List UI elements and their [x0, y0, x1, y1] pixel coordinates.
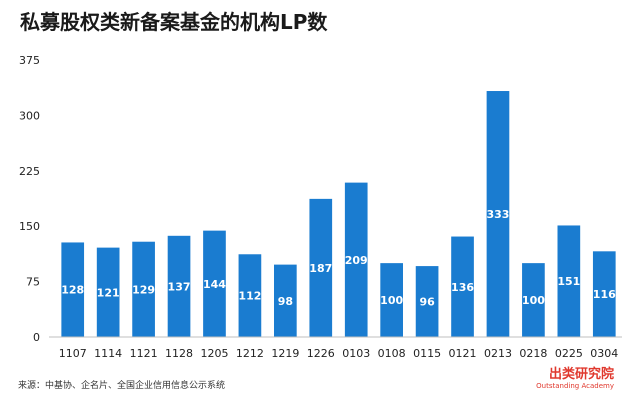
bar-value-label: 136: [451, 281, 474, 294]
bar: [132, 241, 155, 337]
x-tick-label: 0121: [449, 347, 477, 360]
bar: [344, 182, 368, 337]
bar: [486, 91, 510, 337]
bar: [522, 263, 545, 337]
bar: [238, 254, 262, 337]
bar-value-label: 137: [168, 280, 191, 293]
source-note: 来源：中基协、企名片、全国企业信用信息公示系统: [18, 381, 226, 391]
brand-logo: 出类研究院 Outstanding Academy: [536, 368, 614, 391]
bar-value-label: 128: [61, 284, 84, 297]
bar-value-label: 100: [522, 294, 545, 307]
bar-value-label: 121: [97, 286, 120, 299]
bar: [274, 264, 297, 337]
x-tick-label: 0225: [555, 347, 583, 360]
y-tick-label: 375: [19, 54, 40, 67]
x-tick-label: 1114: [94, 347, 122, 360]
bar: [203, 230, 226, 337]
x-tick-label: 1107: [59, 347, 87, 360]
x-tick-label: 0218: [519, 347, 547, 360]
x-tick-label: 1212: [236, 347, 264, 360]
bar-value-label: 187: [309, 262, 332, 275]
x-tick-label: 0103: [342, 347, 370, 360]
bar: [167, 235, 191, 337]
bar: [96, 247, 120, 337]
bar-value-label: 129: [132, 283, 155, 296]
bar: [61, 242, 85, 337]
x-tick-label: 1226: [307, 347, 335, 360]
bar-value-label: 100: [380, 294, 403, 307]
bar-value-label: 144: [203, 278, 226, 291]
y-axis: 0 75 150 225 300 375: [19, 54, 40, 344]
bar-value-label: 116: [593, 288, 616, 301]
bar: [309, 198, 333, 337]
brand-name: 出类研究院: [548, 367, 614, 382]
brand-subtitle: Outstanding Academy: [536, 382, 614, 390]
x-tick-label: 0115: [413, 347, 441, 360]
x-tick-label: 0213: [484, 347, 512, 360]
bar-value-label: 96: [419, 296, 435, 309]
bar: [415, 266, 439, 337]
x-tick-label: 1219: [271, 347, 299, 360]
x-tick-label: 1121: [130, 347, 158, 360]
bar-value-label: 209: [345, 254, 368, 267]
y-tick-label: 300: [19, 109, 40, 122]
y-tick-label: 225: [19, 165, 40, 178]
y-tick-label: 0: [33, 331, 40, 344]
x-tick-label: 0304: [590, 347, 618, 360]
x-tick-label: 1205: [200, 347, 228, 360]
y-tick-label: 75: [26, 276, 40, 289]
bar-value-label: 333: [486, 208, 509, 221]
bar: [557, 225, 581, 337]
bars-group: 128 121 129 137 144 112 98 187 209 100 96 136 333 100…: [61, 91, 616, 337]
y-tick-label: 150: [19, 220, 40, 233]
bar: [592, 251, 616, 337]
bar: [451, 236, 474, 337]
x-tick-label: 0108: [378, 347, 406, 360]
x-tick-label: 1128: [165, 347, 193, 360]
chart-title: 私募股权类新备案基金的机构LP数: [20, 10, 328, 34]
bar-value-label: 151: [557, 275, 580, 288]
bar-value-label: 112: [238, 290, 261, 303]
x-axis: 1107 1114 1121 1128 1205 1212 1219 1226 0103 0108…: [49, 336, 622, 360]
bar-value-label: 98: [278, 295, 293, 308]
bar: [380, 263, 403, 337]
